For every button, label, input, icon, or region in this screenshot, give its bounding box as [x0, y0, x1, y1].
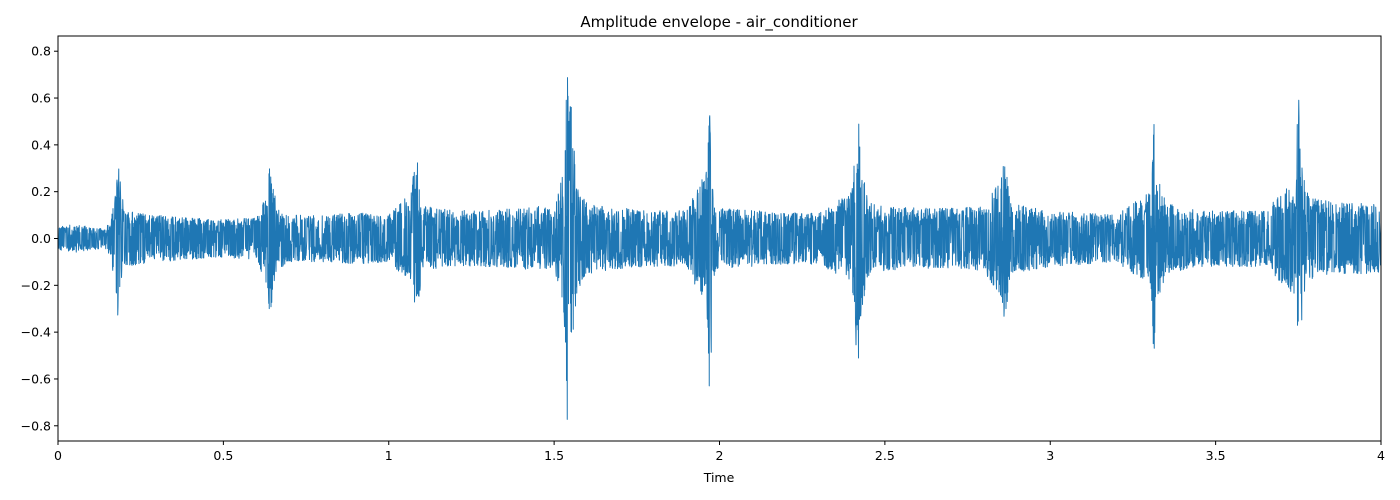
chart-title: Amplitude envelope - air_conditioner: [580, 13, 858, 32]
x-tick-label: 1: [385, 448, 393, 463]
x-axis-label: Time: [703, 470, 735, 485]
y-tick-label: −0.2: [21, 278, 51, 293]
y-tick-label: 0.2: [31, 184, 51, 199]
waveform-line: [57, 77, 1382, 420]
y-tick-label: 0.8: [31, 44, 51, 59]
x-tick-label: 3.5: [1206, 448, 1226, 463]
x-tick-label: 2.5: [875, 448, 895, 463]
x-axis: 0 0.5 1 1.5 2 2.5 3 3.5 4: [54, 441, 1385, 463]
x-tick-label: 2: [716, 448, 724, 463]
y-tick-label: −0.4: [21, 325, 51, 340]
y-tick-label: 0.4: [31, 137, 51, 152]
y-tick-label: −0.8: [21, 418, 51, 433]
x-tick-label: 1.5: [544, 448, 564, 463]
y-tick-label: 0.0: [31, 231, 51, 246]
y-tick-label: −0.6: [21, 371, 51, 386]
x-tick-label: 0.5: [213, 448, 233, 463]
x-tick-label: 4: [1377, 448, 1385, 463]
y-axis: −0.8 −0.6 −0.4 −0.2 0.0 0.2 0.4 0.6 0.8: [21, 44, 58, 433]
y-tick-label: 0.6: [31, 91, 51, 106]
x-tick-label: 3: [1046, 448, 1054, 463]
x-tick-label: 0: [54, 448, 62, 463]
plot-area: [57, 35, 1382, 442]
